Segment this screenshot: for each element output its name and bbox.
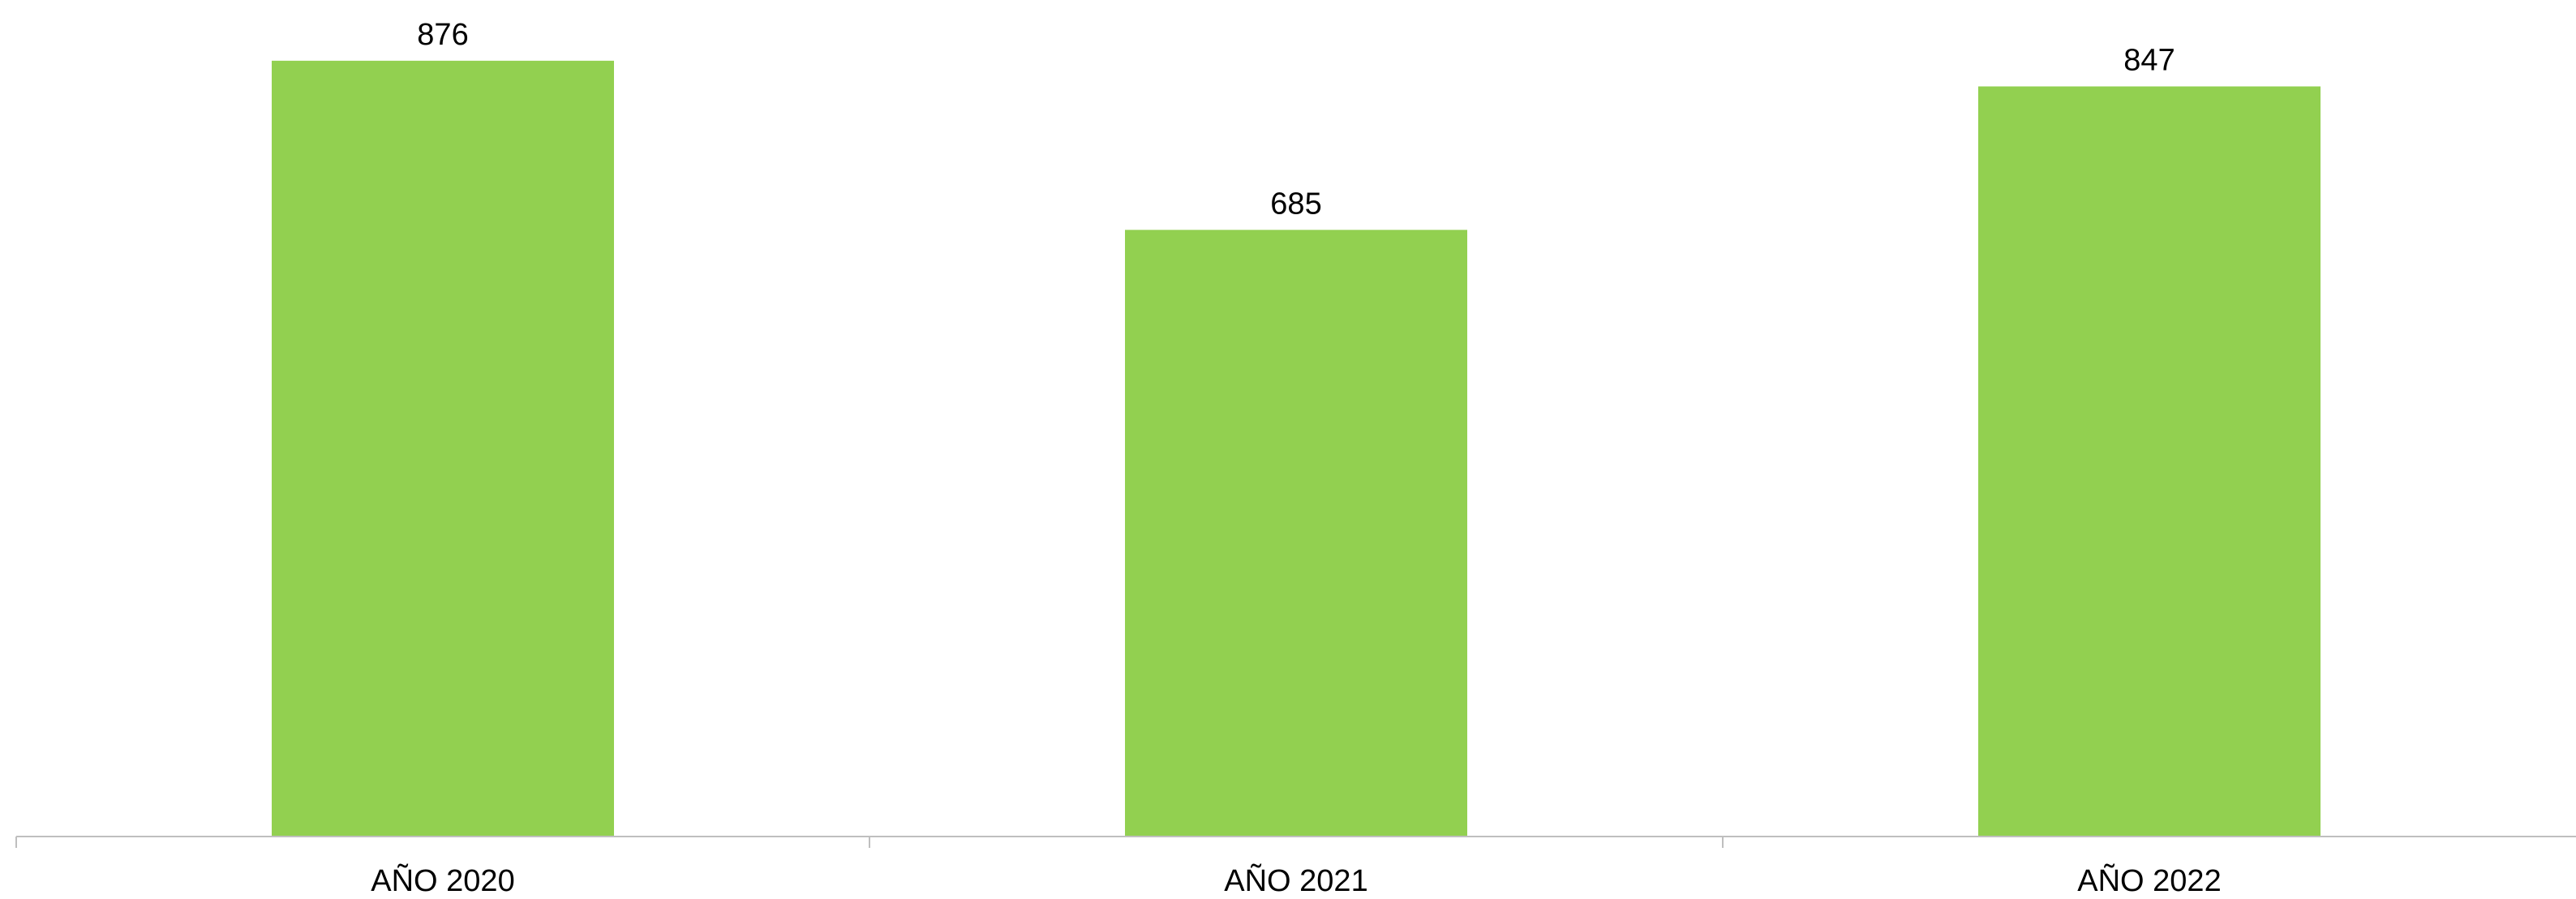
data-label-1: 876	[417, 18, 468, 52]
bar-3	[1978, 86, 2321, 837]
x-tick-label-3: AÑO 2022	[2077, 863, 2221, 898]
data-label-3: 847	[2123, 43, 2175, 77]
data-label-2: 685	[1270, 187, 1321, 221]
bars-group	[272, 60, 2321, 837]
x-axis	[15, 836, 2576, 848]
x-tick-labels-group: AÑO 2020 AÑO 2021 AÑO 2022	[371, 863, 2221, 898]
x-tick-label-2: AÑO 2021	[1224, 863, 1367, 898]
x-tick-label-1: AÑO 2020	[371, 863, 514, 898]
bar-2	[1125, 230, 1467, 837]
bar-1	[272, 60, 614, 837]
data-labels-group: 876 685 847	[417, 18, 2175, 221]
